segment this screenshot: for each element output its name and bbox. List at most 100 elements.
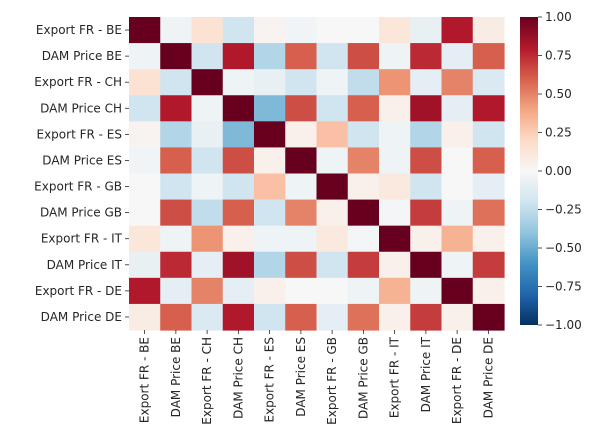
heatmap-cell — [222, 147, 255, 175]
heatmap-cell — [472, 95, 505, 122]
heatmap-cell — [347, 147, 380, 175]
heatmap-cell — [191, 225, 224, 253]
heatmap-cell — [316, 173, 349, 201]
x-tick-label: Export FR - DE — [450, 337, 464, 424]
x-tick-label: DAM Price BE — [169, 337, 183, 417]
colorbar-tick-label: 0.50 — [545, 87, 572, 101]
heatmap-cell — [254, 17, 286, 44]
heatmap-cell — [129, 303, 161, 331]
heatmap-cell — [347, 251, 380, 279]
x-tick-label: Export FR - CH — [200, 337, 214, 425]
y-tick-label: Export FR - CH — [34, 75, 122, 89]
heatmap-cell — [472, 69, 505, 96]
heatmap-cell — [160, 147, 193, 175]
heatmap-cell — [441, 173, 474, 201]
heatmap-cell — [254, 277, 286, 305]
heatmap-cell — [254, 303, 286, 331]
heatmap-cell — [254, 69, 286, 96]
heatmap-cell — [379, 147, 411, 175]
heatmap-cell — [410, 251, 443, 279]
x-tick-label: Export FR - GB — [325, 337, 339, 425]
heatmap-cell — [316, 17, 349, 44]
heatmap-cell — [347, 121, 380, 149]
heatmap-cell — [379, 121, 411, 149]
heatmap-cell — [316, 303, 349, 331]
heatmap-cell — [222, 17, 255, 44]
heatmap-cell — [222, 277, 255, 305]
heatmap-cell — [191, 95, 224, 122]
heatmap-cell — [285, 199, 318, 227]
heatmap-cell — [347, 173, 380, 201]
heatmap-cell — [254, 225, 286, 253]
heatmap-cell — [347, 43, 380, 70]
heatmap-cell — [379, 69, 411, 96]
heatmap-cell — [160, 173, 193, 201]
heatmap-cell — [191, 277, 224, 305]
heatmap-cell — [316, 277, 349, 305]
heatmap-cell — [129, 277, 161, 305]
colorbar-tick-label: −1.00 — [545, 318, 582, 332]
heatmap-cell — [379, 17, 411, 44]
heatmap-cell — [410, 303, 443, 331]
heatmap-cell — [472, 251, 505, 279]
heatmap-cell — [285, 95, 318, 122]
heatmap-cell — [441, 69, 474, 96]
heatmap-cell — [316, 199, 349, 227]
heatmap-cell — [410, 95, 443, 122]
heatmap-cell — [285, 277, 318, 305]
heatmap-cell — [472, 147, 505, 175]
x-tick-label: Export FR - BE — [138, 337, 152, 423]
x-tick-label: Export FR - IT — [388, 336, 402, 418]
colorbar-gradient — [520, 17, 538, 325]
heatmap-cell — [472, 303, 505, 331]
heatmap-cell — [410, 147, 443, 175]
heatmap-cell — [222, 69, 255, 96]
heatmap-cell — [410, 173, 443, 201]
heatmap-cell — [285, 225, 318, 253]
heatmap-cell — [472, 225, 505, 253]
heatmap-cell — [472, 173, 505, 201]
heatmap-cell — [191, 69, 224, 96]
heatmap-cell — [410, 225, 443, 253]
heatmap-cell — [285, 69, 318, 96]
colorbar-tick-label: 0.00 — [545, 164, 572, 178]
y-tick-label: Export FR - ES — [37, 127, 123, 141]
y-tick-label: Export FR - IT — [41, 232, 123, 246]
heatmap-cell — [379, 43, 411, 70]
heatmap-cell — [472, 121, 505, 149]
heatmap-cell — [441, 95, 474, 122]
heatmap-cell — [191, 303, 224, 331]
heatmap-cell — [472, 277, 505, 305]
heatmap-cell — [222, 173, 255, 201]
heatmap-cell — [472, 17, 505, 44]
heatmap-cell — [160, 277, 193, 305]
heatmap-cell — [222, 251, 255, 279]
x-axis-tick-labels: Export FR - BE DAM Price BE Export FR - CH… — [138, 330, 495, 425]
heatmap-cell — [379, 251, 411, 279]
heatmap-cell — [410, 277, 443, 305]
heatmap-cell — [254, 173, 286, 201]
heatmap-cell — [129, 121, 161, 149]
heatmap-cell — [316, 121, 349, 149]
heatmap-cell — [316, 69, 349, 96]
heatmap-cell — [191, 147, 224, 175]
heatmap-cell — [472, 43, 505, 70]
heatmap-cell — [285, 43, 318, 70]
x-tick-label: DAM Price DE — [481, 337, 495, 418]
heatmap-cell — [160, 95, 193, 122]
heatmap-cell — [160, 199, 193, 227]
heatmap-cell — [285, 303, 318, 331]
heatmap-cell — [129, 43, 161, 70]
heatmap-cell — [222, 121, 255, 149]
heatmap-cell — [129, 69, 161, 96]
y-tick-label: Export FR - BE — [36, 23, 122, 37]
heatmap-cell — [441, 121, 474, 149]
heatmap-cell — [222, 225, 255, 253]
heatmap-cell — [410, 69, 443, 96]
heatmap-cell — [129, 199, 161, 227]
heatmap-cell — [410, 43, 443, 70]
heatmap-cell — [379, 173, 411, 201]
colorbar: 1.00 0.75 0.50 0.25 0.00 −0.25 −0.50 −0.75 −1.00 — [520, 10, 582, 332]
heatmap-cell — [222, 95, 255, 122]
